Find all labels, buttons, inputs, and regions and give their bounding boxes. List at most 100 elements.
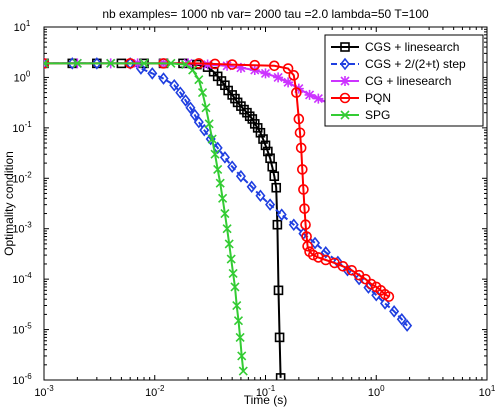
data-point (193, 58, 205, 69)
data-point (215, 178, 225, 188)
x-tick-label: 101 (479, 384, 496, 399)
data-point (209, 58, 221, 70)
data-point (365, 278, 377, 290)
data-point (274, 332, 285, 343)
chart-title: nb examples= 1000 nb var= 2000 tau =2.0 … (102, 7, 429, 21)
y-tick-label: 10-5 (12, 322, 32, 337)
legend-label: PQN (365, 91, 391, 105)
data-point (180, 94, 191, 107)
legend-entry: SPG (331, 108, 390, 122)
data-point (185, 101, 196, 115)
data-point (340, 110, 350, 120)
data-point (91, 57, 102, 70)
data-point (218, 193, 228, 203)
data-point (239, 104, 249, 115)
data-point (158, 72, 169, 85)
data-point (307, 249, 319, 261)
x-axis-label: Time (s) (244, 393, 288, 407)
data-point (189, 108, 200, 122)
data-point (263, 146, 273, 157)
data-point (265, 198, 276, 211)
y-tick-label: 10-2 (12, 170, 32, 185)
data-point (175, 86, 186, 99)
data-point (269, 171, 280, 181)
data-point (235, 62, 246, 73)
data-point (273, 72, 284, 83)
data-point (371, 288, 382, 302)
data-point (288, 70, 300, 81)
data-point (213, 164, 223, 174)
x-tick-label: 100 (368, 384, 385, 399)
data-point (383, 291, 395, 302)
data-point (297, 164, 308, 175)
y-tick-label: 100 (14, 69, 31, 84)
x-tick-label: 10-1 (256, 384, 276, 399)
data-point (260, 140, 271, 151)
data-point (72, 58, 82, 68)
data-point (227, 160, 238, 173)
legend-entry: PQN (331, 91, 391, 105)
data-point (288, 218, 299, 232)
x-tick-label: 10-3 (34, 384, 54, 399)
data-point (340, 76, 350, 86)
data-point (247, 114, 258, 124)
data-point (275, 373, 286, 380)
data-point (230, 282, 240, 292)
data-point (204, 119, 214, 129)
data-point (147, 67, 158, 80)
data-point (232, 300, 242, 311)
data-point (295, 142, 307, 154)
data-point (299, 203, 310, 214)
data-point (320, 246, 331, 259)
legend-label: SPG (365, 108, 390, 122)
y-tick-label: 10-4 (12, 271, 32, 286)
data-point (169, 78, 180, 92)
data-point (313, 93, 324, 104)
data-point (249, 59, 261, 71)
data-point (272, 219, 283, 230)
legend-entry: CGS + 2/(2+t) step (331, 57, 466, 71)
data-point (222, 224, 232, 234)
data-point (233, 316, 244, 326)
data-point (276, 208, 287, 221)
data-point (313, 252, 324, 263)
data-point (226, 59, 238, 70)
data-point (246, 180, 257, 194)
data-point (166, 58, 176, 68)
legend-label: CG + linesearch (365, 74, 451, 88)
y-tick-label: 101 (14, 19, 31, 34)
data-point (255, 189, 266, 203)
data-point (212, 141, 223, 155)
data-point (273, 285, 284, 296)
data-point (252, 123, 263, 133)
data-point (309, 236, 321, 250)
data-point (188, 65, 198, 75)
data-point (302, 240, 313, 252)
y-tick-label: 10-3 (12, 221, 32, 236)
data-point (201, 103, 211, 113)
legend-entry: CG + linesearch (331, 74, 451, 88)
data-point (219, 151, 230, 164)
data-point (193, 115, 204, 129)
data-point (197, 88, 208, 98)
y-tick-label: 10-6 (12, 372, 32, 387)
data-point (44, 58, 49, 68)
y-tick-label: 10-1 (12, 120, 32, 135)
legend-entry: CGS + linesearch (331, 40, 459, 54)
data-point (235, 169, 246, 183)
data-point (260, 68, 271, 79)
data-point (207, 134, 217, 144)
data-point (293, 113, 305, 125)
data-point (298, 184, 309, 195)
data-point (238, 366, 248, 376)
data-point (226, 254, 236, 264)
legend-label: CGS + linesearch (365, 40, 459, 54)
data-point (337, 260, 349, 272)
data-point (199, 123, 210, 137)
data-point (224, 239, 234, 249)
data-point (339, 57, 351, 71)
data-point (194, 75, 204, 85)
legend-label: CGS + 2/(2+t) step (365, 57, 466, 71)
data-point (181, 59, 191, 70)
data-point (267, 161, 278, 172)
